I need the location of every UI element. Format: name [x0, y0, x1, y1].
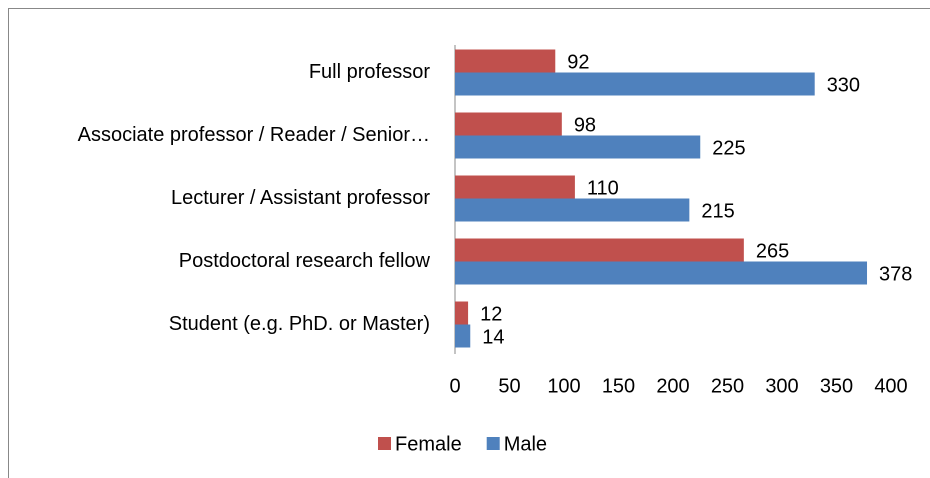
y-tick-label: Postdoctoral research fellow — [179, 250, 431, 272]
y-tick-label: Full professor — [309, 61, 430, 83]
bar — [455, 175, 575, 199]
bar — [455, 72, 815, 96]
x-tick-label: 50 — [498, 375, 520, 397]
bar — [455, 261, 868, 285]
x-tick-label: 350 — [820, 375, 853, 397]
bar — [455, 238, 744, 262]
bar — [455, 49, 556, 73]
data-label: 225 — [712, 137, 745, 159]
data-label: 92 — [567, 51, 589, 73]
legend-label: Male — [504, 433, 547, 455]
bar — [455, 112, 562, 136]
x-tick-label: 200 — [656, 375, 689, 397]
data-label: 265 — [756, 240, 789, 262]
x-tick-label: 250 — [711, 375, 744, 397]
data-label: 14 — [482, 326, 504, 348]
x-tick-label: 100 — [547, 375, 580, 397]
x-tick-label: 400 — [874, 375, 907, 397]
y-tick-label: Associate professor / Reader / Senior… — [78, 124, 430, 146]
legend-swatch — [486, 437, 500, 450]
x-tick-label: 300 — [765, 375, 798, 397]
data-label: 12 — [480, 303, 502, 325]
legend-label: Female — [395, 433, 462, 455]
bar — [455, 198, 690, 222]
legend-swatch — [378, 437, 391, 450]
bar — [455, 135, 701, 159]
data-label: 330 — [827, 74, 860, 96]
x-tick-label: 0 — [449, 375, 460, 397]
chart-border — [8, 8, 930, 478]
data-label: 110 — [587, 177, 619, 199]
data-label: 378 — [879, 263, 912, 285]
data-label: 98 — [574, 114, 596, 136]
y-tick-label: Student (e.g. PhD. or Master) — [169, 313, 430, 335]
data-label: 215 — [701, 200, 734, 222]
bar — [455, 301, 469, 325]
bar — [455, 324, 471, 348]
y-tick-label: Lecturer / Assistant professor — [171, 187, 430, 209]
x-tick-label: 150 — [602, 375, 635, 397]
